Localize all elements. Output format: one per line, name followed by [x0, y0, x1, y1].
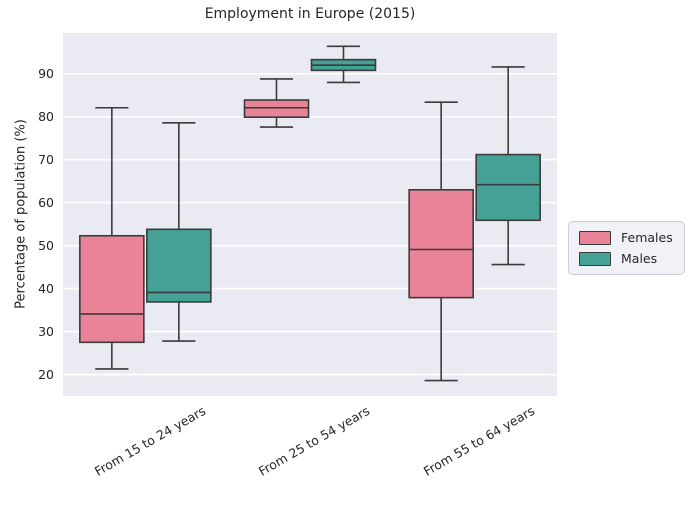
- box-females: [243, 99, 310, 118]
- legend-item-females: Females: [579, 230, 673, 245]
- plot-area: [63, 33, 557, 396]
- y-tick-label: 90: [38, 65, 54, 81]
- legend-item-males: Males: [579, 251, 673, 266]
- y-tick-label: 60: [38, 194, 54, 210]
- y-tick-label: 80: [38, 108, 54, 124]
- legend-swatch-males: [579, 251, 611, 266]
- legend-swatch-females: [579, 230, 611, 245]
- y-tick-label: 40: [38, 280, 54, 296]
- y-tick-label: 30: [38, 323, 54, 339]
- legend-label-females: Females: [621, 230, 673, 245]
- x-tick-label: From 15 to 24 years: [91, 403, 208, 479]
- boxplot-canvas: [63, 45, 557, 382]
- box-males: [146, 228, 212, 303]
- legend: Females Males: [568, 221, 685, 275]
- box-males: [475, 153, 541, 222]
- box-females: [79, 234, 145, 344]
- y-tick-label: 50: [38, 237, 54, 253]
- chart-title: Employment in Europe (2015): [204, 6, 416, 22]
- y-tick-label: 70: [38, 151, 54, 167]
- x-tick-label: From 25 to 54 years: [256, 403, 373, 479]
- legend-label-males: Males: [621, 251, 658, 266]
- x-tick-label: From 55 to 64 years: [420, 403, 538, 479]
- y-tick-label: 20: [38, 366, 54, 382]
- box-females: [408, 188, 474, 299]
